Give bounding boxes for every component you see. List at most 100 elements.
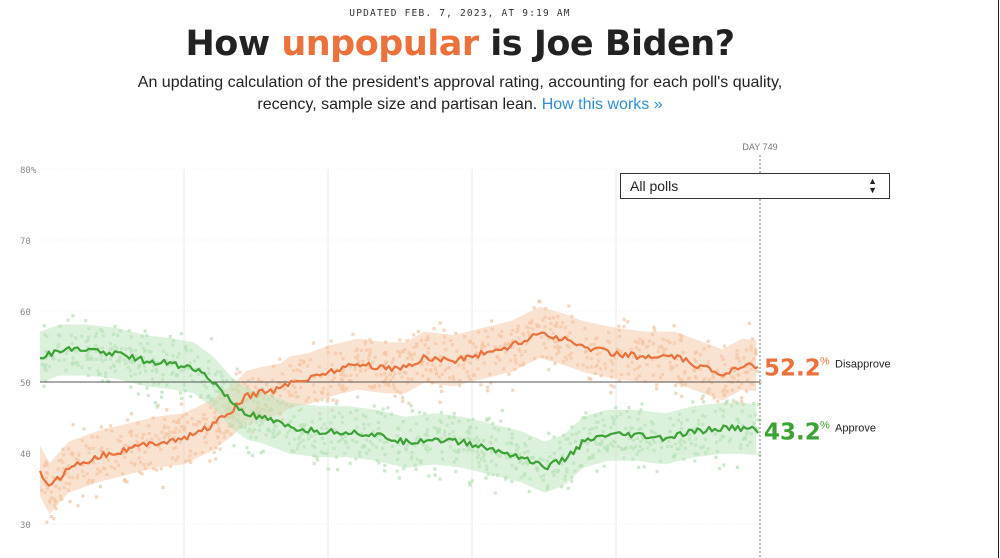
disapprove-poll-dot xyxy=(617,379,622,383)
approve-poll-dot xyxy=(84,319,88,323)
approve-poll-dot xyxy=(232,444,236,448)
day-marker-label: DAY 749 xyxy=(742,142,777,152)
disapprove-poll-dot xyxy=(653,328,657,332)
disapprove-poll-dot xyxy=(398,338,402,342)
approve-poll-dot xyxy=(245,446,249,450)
approve-poll-dot xyxy=(491,422,495,426)
poll-filter-value: All polls xyxy=(630,178,679,194)
disapprove-poll-dot xyxy=(740,396,744,400)
approve-poll-dot xyxy=(731,399,736,403)
disapprove-band xyxy=(40,306,757,515)
page-edge-rule xyxy=(998,0,999,558)
approve-poll-dot xyxy=(418,410,422,415)
approve-poll-dot xyxy=(486,472,490,476)
approve-poll-dot xyxy=(627,405,631,410)
disapprove-poll-dot xyxy=(751,337,755,341)
disapprove-poll-dot xyxy=(99,425,104,429)
disapprove-poll-dot xyxy=(212,450,216,454)
approve-poll-dot xyxy=(129,385,133,389)
approve-poll-dot xyxy=(438,477,442,481)
disapprove-poll-dot xyxy=(439,384,443,389)
approve-poll-dot xyxy=(752,401,756,406)
approve-poll-dot xyxy=(356,395,360,399)
how-this-works-link[interactable]: How this works » xyxy=(541,96,663,113)
approve-poll-dot xyxy=(261,449,265,453)
disapprove-poll-dot xyxy=(384,340,388,344)
subtitle-line-1: An updating calculation of the president… xyxy=(137,74,783,91)
approve-poll-dot xyxy=(758,453,762,457)
approve-poll-dot xyxy=(433,467,437,471)
disapprove-poll-dot xyxy=(405,338,409,343)
disapprove-poll-dot xyxy=(165,408,169,412)
approve-poll-dot xyxy=(756,418,760,422)
approve-poll-dot xyxy=(693,459,697,463)
approve-poll-dot xyxy=(584,411,588,415)
approve-poll-dot xyxy=(402,467,406,471)
disapprove-poll-dot xyxy=(440,389,444,393)
approve-poll-dot xyxy=(500,408,504,412)
disapprove-poll-dot xyxy=(700,397,704,401)
disapprove-poll-dot xyxy=(532,306,536,310)
disapprove-poll-dot xyxy=(511,388,515,392)
approve-poll-dot xyxy=(168,334,172,339)
approve-pct-sign: % xyxy=(820,419,830,431)
disapprove-poll-dot xyxy=(137,470,142,474)
disapprove-poll-dot xyxy=(401,399,405,403)
approve-poll-dot xyxy=(383,469,387,473)
disapprove-poll-dot xyxy=(612,385,616,389)
approve-poll-dot xyxy=(427,474,431,478)
approve-poll-dot xyxy=(209,337,214,341)
disapprove-poll-dot xyxy=(567,304,571,308)
approve-poll-dot xyxy=(372,404,376,408)
approve-poll-dot xyxy=(354,457,358,461)
approve-poll-dot xyxy=(499,419,503,423)
approve-poll-dot xyxy=(566,486,570,490)
disapprove-poll-dot xyxy=(712,396,716,400)
approve-poll-dot xyxy=(717,466,722,471)
disapprove-poll-dot xyxy=(609,391,613,395)
approve-poll-dot xyxy=(714,455,718,459)
approve-poll-dot xyxy=(655,469,659,474)
approve-poll-dot xyxy=(179,332,184,336)
approve-poll-dot xyxy=(484,476,488,480)
approve-label: Approve xyxy=(835,422,876,434)
approve-value: 43.2 xyxy=(764,419,821,445)
disapprove-poll-dot xyxy=(442,328,446,332)
approve-poll-dot xyxy=(159,395,164,399)
disapprove-poll-dot xyxy=(168,464,173,468)
disapprove-poll-dot xyxy=(154,468,159,472)
disapprove-poll-dot xyxy=(655,387,659,391)
disapprove-poll-dot xyxy=(680,394,684,398)
approve-poll-dot xyxy=(381,407,385,411)
approve-poll-dot xyxy=(504,477,508,481)
disapprove-poll-dot xyxy=(416,330,420,334)
approve-poll-dot xyxy=(105,379,109,383)
disapprove-poll-dot xyxy=(71,423,75,427)
approve-poll-dot xyxy=(250,453,255,458)
approve-poll-dot xyxy=(433,473,437,477)
disapprove-poll-dot xyxy=(486,389,490,393)
disapprove-poll-dot xyxy=(326,397,330,401)
approve-poll-dot xyxy=(639,408,643,412)
approve-poll-dot xyxy=(160,390,164,394)
y-tick-label: 70 xyxy=(20,237,31,247)
approve-poll-dot xyxy=(143,329,147,333)
title-post: is Joe Biden? xyxy=(478,24,735,64)
approve-poll-dot xyxy=(439,410,443,415)
approve-poll-dot xyxy=(559,485,564,489)
approve-poll-dot xyxy=(493,491,497,495)
approve-poll-dot xyxy=(552,435,556,439)
poll-filter-select[interactable]: All polls ▲ ▼ xyxy=(620,173,890,199)
approve-poll-dot xyxy=(468,480,472,484)
approve-poll-dot xyxy=(595,469,599,473)
disapprove-poll-dot xyxy=(325,399,329,403)
disapprove-poll-dot xyxy=(335,399,339,403)
approve-band xyxy=(40,324,757,493)
disapprove-poll-dot xyxy=(159,467,163,471)
disapprove-poll-dot xyxy=(626,320,630,324)
approve-line xyxy=(39,345,759,471)
approve-poll-dot xyxy=(316,458,320,462)
disapprove-poll-dot xyxy=(401,395,405,400)
approve-poll-dot xyxy=(454,470,458,474)
